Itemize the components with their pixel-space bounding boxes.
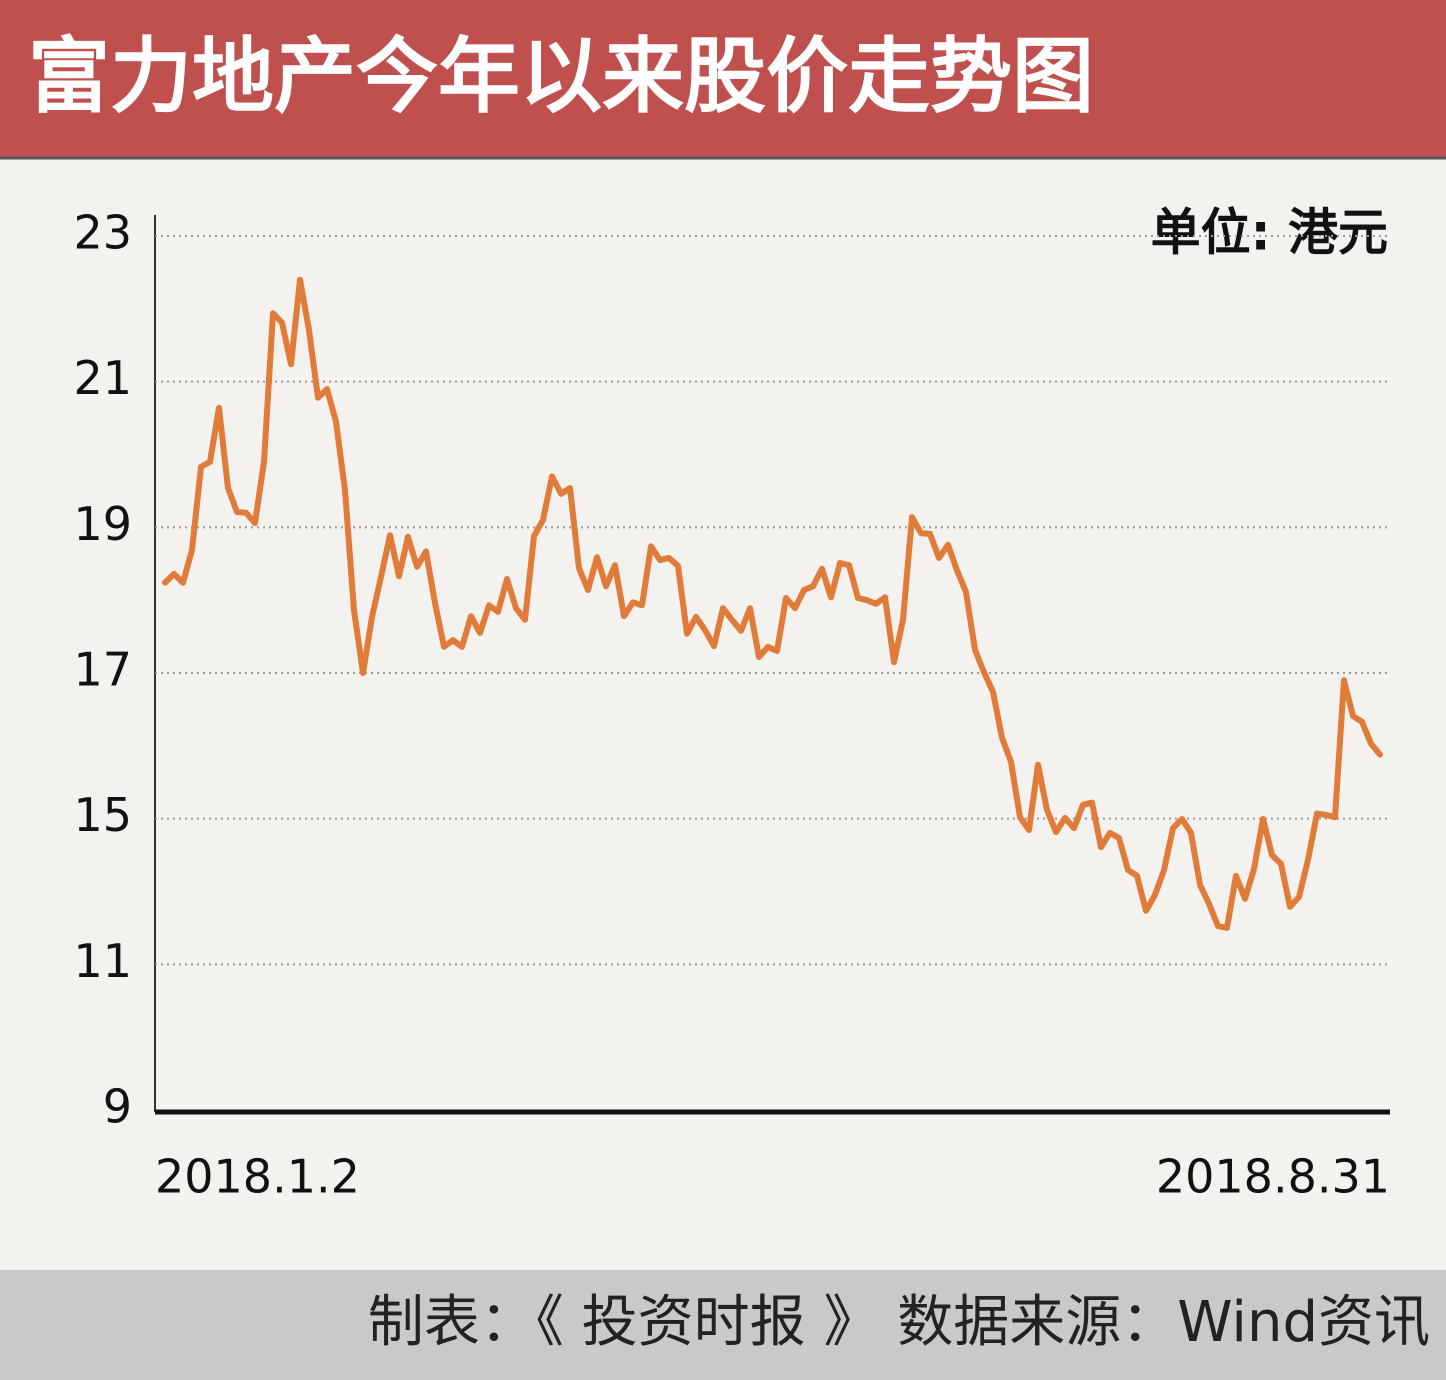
x-tick-label: 2018.1.2 (155, 1150, 360, 1204)
y-tick-label: 21 (73, 351, 132, 405)
unit-label: 单位: 港元 (1151, 204, 1388, 262)
footer-bar (0, 1270, 1446, 1380)
x-tick-label: 2018.8.31 (1156, 1150, 1390, 1204)
y-tick-label: 15 (73, 788, 132, 842)
price-line (162, 276, 1383, 931)
y-tick-label: 17 (73, 643, 132, 697)
y-tick-label: 9 (103, 1080, 132, 1134)
title-bar (0, 0, 1446, 158)
y-tick-label: 23 (73, 206, 132, 260)
footer: 制表：《 投资时报 》 数据来源：Wind资讯 (368, 1290, 1430, 1355)
chart-title: 富力地产今年以来股价走势图 (28, 29, 1094, 124)
y-tick-label: 19 (73, 497, 132, 551)
y-tick-label: 11 (73, 934, 132, 988)
